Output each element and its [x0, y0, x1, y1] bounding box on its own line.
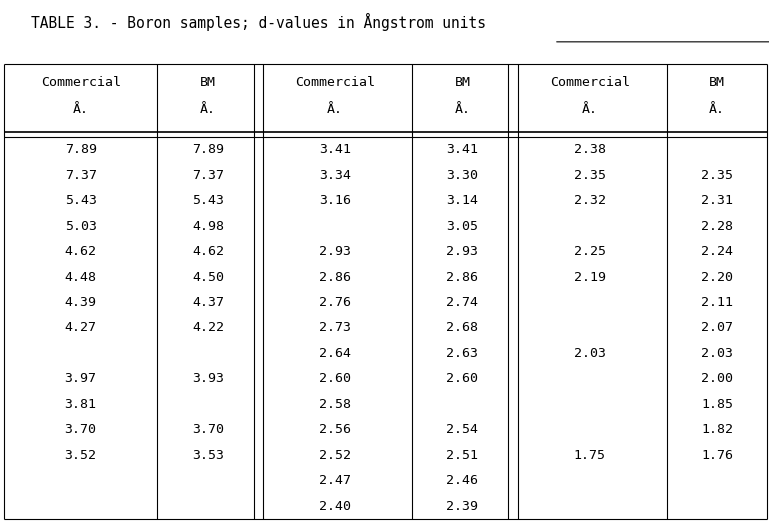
Text: 2.35: 2.35	[574, 169, 606, 181]
Text: 2.56: 2.56	[319, 423, 351, 436]
Text: 2.25: 2.25	[574, 245, 606, 258]
Text: 3.81: 3.81	[65, 398, 97, 411]
Text: 3.30: 3.30	[447, 169, 478, 181]
Text: BM: BM	[454, 76, 471, 88]
Text: 4.62: 4.62	[65, 245, 97, 258]
Text: Commercial: Commercial	[550, 76, 630, 88]
Text: 2.73: 2.73	[319, 322, 351, 334]
Text: 1.76: 1.76	[701, 449, 733, 462]
Text: 2.93: 2.93	[447, 245, 478, 258]
Text: 2.38: 2.38	[574, 143, 606, 156]
Text: 3.70: 3.70	[65, 423, 97, 436]
Text: 4.27: 4.27	[65, 322, 97, 334]
Text: Å.: Å.	[200, 103, 216, 116]
Text: 2.64: 2.64	[319, 347, 351, 360]
Text: 3.41: 3.41	[447, 143, 478, 156]
Text: 2.60: 2.60	[319, 372, 351, 385]
Text: 3.70: 3.70	[192, 423, 224, 436]
Text: 2.03: 2.03	[701, 347, 733, 360]
Text: 2.00: 2.00	[701, 372, 733, 385]
Text: 4.48: 4.48	[65, 270, 97, 283]
Text: 2.32: 2.32	[574, 194, 606, 207]
Text: 2.58: 2.58	[319, 398, 351, 411]
Text: 2.31: 2.31	[701, 194, 733, 207]
Text: Commercial: Commercial	[41, 76, 121, 88]
Text: 2.76: 2.76	[319, 296, 351, 309]
Text: Å.: Å.	[327, 103, 343, 116]
Text: 3.52: 3.52	[65, 449, 97, 462]
Text: 2.35: 2.35	[701, 169, 733, 181]
Text: TABLE 3. - Boron samples; d-values in Ångstrom units: TABLE 3. - Boron samples; d-values in Ån…	[31, 13, 486, 31]
Text: 7.89: 7.89	[65, 143, 97, 156]
Text: 7.89: 7.89	[192, 143, 224, 156]
Text: 1.85: 1.85	[701, 398, 733, 411]
Text: Å.: Å.	[72, 103, 88, 116]
Text: 2.86: 2.86	[319, 270, 351, 283]
Text: 2.24: 2.24	[701, 245, 733, 258]
Text: 5.43: 5.43	[192, 194, 224, 207]
Text: 2.68: 2.68	[447, 322, 478, 334]
Text: 7.37: 7.37	[65, 169, 97, 181]
Text: 5.43: 5.43	[65, 194, 97, 207]
Text: 4.62: 4.62	[192, 245, 224, 258]
Text: 2.19: 2.19	[574, 270, 606, 283]
Text: 2.11: 2.11	[701, 296, 733, 309]
Text: 2.63: 2.63	[447, 347, 478, 360]
Text: 2.54: 2.54	[447, 423, 478, 436]
Text: 3.16: 3.16	[319, 194, 351, 207]
Text: 3.34: 3.34	[319, 169, 351, 181]
Text: BM: BM	[709, 76, 725, 88]
Text: 2.07: 2.07	[701, 322, 733, 334]
Text: 2.46: 2.46	[447, 474, 478, 487]
Text: 2.93: 2.93	[319, 245, 351, 258]
Text: Commercial: Commercial	[295, 76, 375, 88]
Text: 5.03: 5.03	[65, 220, 97, 233]
Text: 2.03: 2.03	[574, 347, 606, 360]
Text: 4.50: 4.50	[192, 270, 224, 283]
Text: 2.51: 2.51	[447, 449, 478, 462]
Text: 1.82: 1.82	[701, 423, 733, 436]
Text: 2.40: 2.40	[319, 499, 351, 513]
Text: 1.75: 1.75	[574, 449, 606, 462]
Text: BM: BM	[200, 76, 216, 88]
Text: 3.97: 3.97	[65, 372, 97, 385]
Text: Å.: Å.	[709, 103, 725, 116]
Text: 2.47: 2.47	[319, 474, 351, 487]
Text: 2.52: 2.52	[319, 449, 351, 462]
Text: Å.: Å.	[581, 103, 598, 116]
Text: 3.05: 3.05	[447, 220, 478, 233]
Text: 2.28: 2.28	[701, 220, 733, 233]
Text: 3.41: 3.41	[319, 143, 351, 156]
Text: 7.37: 7.37	[192, 169, 224, 181]
Text: 2.20: 2.20	[701, 270, 733, 283]
Text: 4.37: 4.37	[192, 296, 224, 309]
Text: 2.74: 2.74	[447, 296, 478, 309]
Text: 3.93: 3.93	[192, 372, 224, 385]
Text: 4.39: 4.39	[65, 296, 97, 309]
Text: 2.86: 2.86	[447, 270, 478, 283]
Text: 3.14: 3.14	[447, 194, 478, 207]
Text: 2.60: 2.60	[447, 372, 478, 385]
Text: 3.53: 3.53	[192, 449, 224, 462]
Text: 4.98: 4.98	[192, 220, 224, 233]
Text: 4.22: 4.22	[192, 322, 224, 334]
Text: 2.39: 2.39	[447, 499, 478, 513]
Text: Å.: Å.	[454, 103, 471, 116]
